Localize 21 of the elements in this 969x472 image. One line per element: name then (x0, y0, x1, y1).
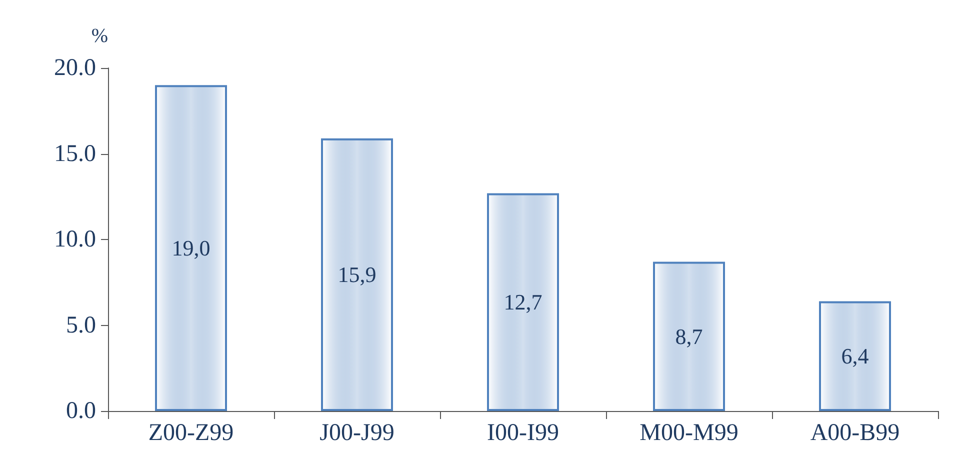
y-tick-label: 15.0 (54, 140, 96, 167)
x-tick-label: Z00-Z99 (148, 420, 234, 446)
x-tick-label: I00-I99 (487, 420, 559, 446)
x-tick-label: J00-J99 (320, 420, 394, 446)
data-label: 12,7 (504, 290, 542, 315)
y-tick-label: 5.0 (66, 312, 96, 338)
x-tick-label: M00-M99 (640, 420, 738, 446)
y-tick-label: 10.0 (54, 226, 96, 252)
y-tick-label: 20.0 (54, 55, 96, 81)
bar (819, 301, 891, 411)
data-label: 6,4 (841, 344, 869, 369)
bar (487, 193, 559, 411)
bar (155, 85, 227, 411)
bar (653, 262, 725, 411)
data-label: 8,7 (675, 324, 703, 349)
y-axis-title: % (91, 25, 108, 47)
bar (321, 138, 393, 411)
data-label: 15,9 (338, 262, 376, 288)
data-label: 19,0 (172, 236, 210, 261)
x-tick-label: A00-B99 (810, 420, 900, 446)
y-tick-label: 0.0 (66, 398, 96, 424)
